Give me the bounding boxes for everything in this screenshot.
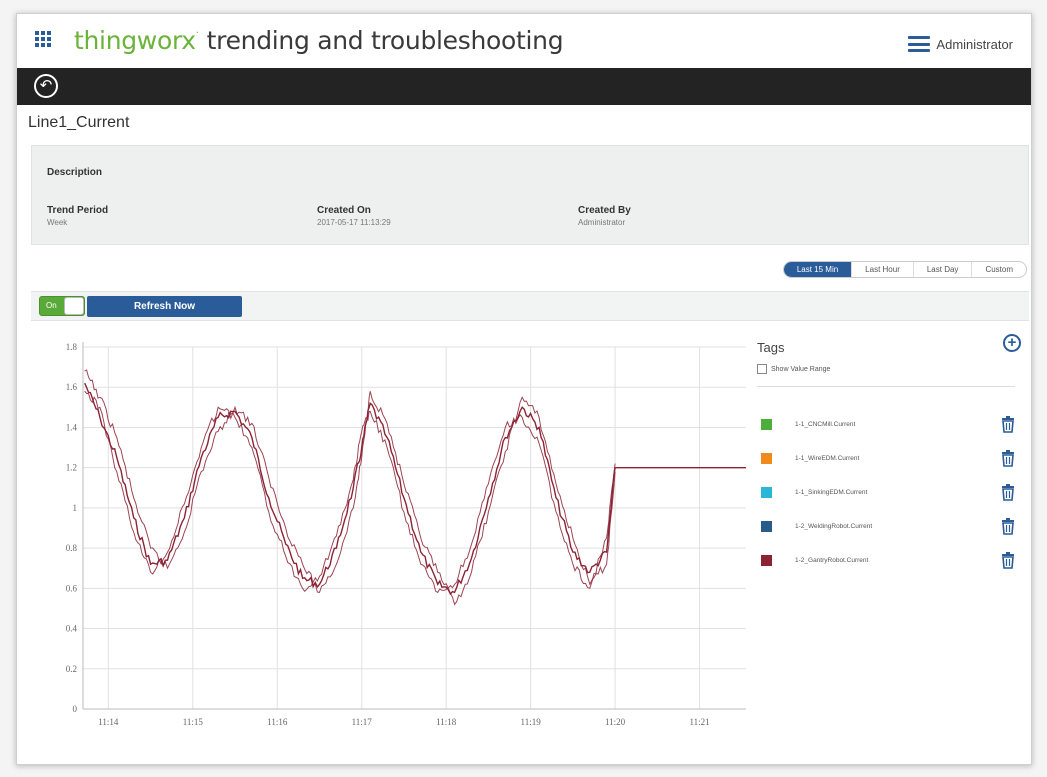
created-by-label: Created By [578, 205, 631, 216]
apps-grid-icon[interactable] [35, 31, 51, 47]
period-last-day[interactable]: Last Day [912, 262, 972, 277]
x-tick-label: 11:15 [183, 717, 204, 727]
period-last-hour[interactable]: Last Hour [851, 262, 913, 277]
app-window: thingworx· trending and troubleshooting A… [16, 13, 1032, 765]
tags-title: Tags [757, 340, 785, 355]
x-tick-label: 11:18 [436, 717, 457, 727]
tag-row[interactable]: 1-2_WeldingRobot.Current [757, 517, 1019, 537]
show-value-range-checkbox[interactable] [757, 364, 767, 374]
tags-panel: Tags + Show Value Range 1-1_CNCMill.Curr… [757, 334, 1021, 594]
x-tick-label: 11:14 [98, 717, 119, 727]
trend-chart: 0 0.2 0.4 0.6 0.8 1 1.2 1.4 1.6 1.8 11:14 11:15 11:1… [31, 324, 751, 754]
description-label: Description [47, 167, 103, 178]
created-on-value: 2017-05-17 11:13:29 [317, 218, 391, 227]
tag-name: 1-1_CNCMill.Current [795, 421, 856, 428]
tag-color-swatch[interactable] [761, 487, 772, 498]
auto-refresh-toggle[interactable]: On [39, 296, 85, 316]
y-tick-label: 0.4 [66, 624, 78, 634]
period-selector: Last 15 Min Last Hour Last Day Custom [782, 261, 1027, 278]
series-line [84, 382, 746, 596]
period-last-15-min[interactable]: Last 15 Min [783, 262, 852, 277]
y-tick-label: 1 [73, 503, 78, 513]
toggle-knob[interactable] [64, 297, 84, 315]
trash-icon[interactable] [1001, 484, 1015, 501]
refresh-now-button[interactable]: Refresh Now [87, 296, 242, 317]
tag-name: 1-2_GantryRobot.Current [795, 557, 869, 564]
tag-row[interactable]: 1-2_GantryRobot.Current [757, 551, 1019, 571]
toggle-label: On [46, 301, 57, 310]
x-tick-label: 11:20 [605, 717, 626, 727]
tag-name: 1-2_WeldingRobot.Current [795, 523, 873, 530]
tag-name: 1-1_SinkingEDM.Current [795, 489, 868, 496]
x-tick-label: 11:19 [521, 717, 542, 727]
tag-row[interactable]: 1-1_SinkingEDM.Current [757, 483, 1019, 503]
trash-icon[interactable] [1001, 552, 1015, 569]
add-tag-icon[interactable]: + [1003, 334, 1021, 352]
app-name: trending and troubleshooting [206, 26, 564, 55]
app-title: thingworx· trending and troubleshooting [74, 26, 564, 55]
user-menu[interactable]: Administrator [908, 36, 1013, 52]
x-tick-label: 11:17 [352, 717, 373, 727]
trend-period-value: Week [47, 218, 68, 227]
tag-color-swatch[interactable] [761, 521, 772, 532]
y-tick-label: 1.4 [66, 422, 78, 432]
y-tick-label: 0 [73, 704, 78, 714]
series-line [84, 390, 616, 594]
series-line [84, 369, 616, 606]
created-by-value: Administrator [578, 218, 626, 227]
trash-icon[interactable] [1001, 450, 1015, 467]
brand-mark: · [195, 28, 199, 39]
y-tick-label: 0.6 [66, 583, 78, 593]
chart-toolbar: On Refresh Now [31, 291, 1029, 321]
tag-name: 1-1_WireEDM.Current [795, 455, 860, 462]
nav-bar: ↶ [17, 68, 1031, 105]
top-header: thingworx· trending and troubleshooting A… [17, 14, 1031, 68]
trash-icon[interactable] [1001, 518, 1015, 535]
trend-info-panel: Description Trend Period Week Created On… [31, 145, 1029, 245]
brand-name: thingworx [74, 26, 196, 55]
hamburger-icon[interactable] [908, 36, 931, 52]
x-tick-label: 11:21 [689, 717, 709, 727]
page-title: Line1_Current [28, 114, 130, 131]
tag-row[interactable]: 1-1_CNCMill.Current [757, 415, 1019, 435]
show-value-range-row: Show Value Range [757, 364, 830, 374]
y-tick-label: 1.8 [66, 342, 78, 352]
trend-chart-svg: 0 0.2 0.4 0.6 0.8 1 1.2 1.4 1.6 1.8 11:14 11:15 11:1… [66, 342, 746, 727]
tag-color-swatch[interactable] [761, 453, 772, 464]
y-tick-label: 1.6 [66, 382, 78, 392]
created-on-label: Created On [317, 205, 371, 216]
tags-divider [757, 386, 1015, 387]
back-arrow-icon[interactable]: ↶ [34, 74, 58, 98]
y-tick-label: 0.8 [66, 543, 78, 553]
trash-icon[interactable] [1001, 416, 1015, 433]
user-name[interactable]: Administrator [936, 36, 1013, 52]
x-tick-label: 11:16 [267, 717, 288, 727]
trend-period-label: Trend Period [47, 205, 109, 216]
tag-row[interactable]: 1-1_WireEDM.Current [757, 449, 1019, 469]
tag-color-swatch[interactable] [761, 419, 772, 430]
y-tick-label: 0.2 [66, 664, 77, 674]
y-tick-label: 1.2 [66, 463, 77, 473]
tag-color-swatch[interactable] [761, 555, 772, 566]
period-custom[interactable]: Custom [971, 262, 1026, 277]
show-value-range-label[interactable]: Show Value Range [771, 365, 831, 373]
